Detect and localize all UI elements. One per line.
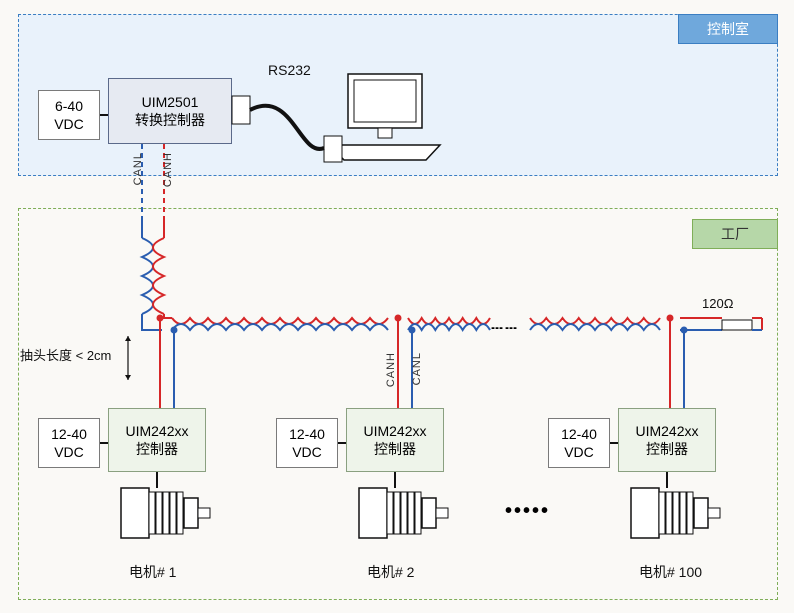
- canh-label-top: CANH: [162, 152, 174, 187]
- node-controller-model: UIM242xx: [635, 422, 698, 440]
- terminator-label: 120Ω: [702, 296, 733, 311]
- diagram-svg: [0, 0, 794, 613]
- node-controller-box: UIM242xx控制器: [618, 408, 716, 472]
- node-controller-desc: 控制器: [646, 440, 688, 458]
- node-controller-model: UIM242xx: [363, 422, 426, 440]
- node-power-unit: VDC: [564, 443, 594, 461]
- stub-length-note: 抽头长度 < 2cm: [20, 345, 111, 364]
- node-power-value: 12-40: [51, 425, 87, 443]
- node-controller-box: UIM242xx控制器: [108, 408, 206, 472]
- motor-ellipsis-icon: •••••: [505, 500, 550, 523]
- node-power-box: 12-40VDC: [276, 418, 338, 468]
- motor-label: 电机# 2: [367, 562, 414, 582]
- node-power-box: 12-40VDC: [548, 418, 610, 468]
- node-controller-desc: 控制器: [374, 440, 416, 458]
- canh-label-node: CANH: [385, 352, 397, 387]
- motor-label: 电机# 1: [129, 562, 176, 582]
- node-controller-desc: 控制器: [136, 440, 178, 458]
- node-controller-box: UIM242xx控制器: [346, 408, 444, 472]
- node-controller-model: UIM242xx: [125, 422, 188, 440]
- node-power-value: 12-40: [289, 425, 325, 443]
- node-power-unit: VDC: [54, 443, 84, 461]
- node-power-box: 12-40VDC: [38, 418, 100, 468]
- node-power-unit: VDC: [292, 443, 322, 461]
- bus-ellipsis-icon: ┄┄: [491, 316, 519, 341]
- motor-label: 电机# 100: [639, 562, 702, 582]
- node-power-value: 12-40: [561, 425, 597, 443]
- canl-label-top: CANL: [132, 152, 144, 185]
- canl-label-node: CANL: [411, 352, 423, 385]
